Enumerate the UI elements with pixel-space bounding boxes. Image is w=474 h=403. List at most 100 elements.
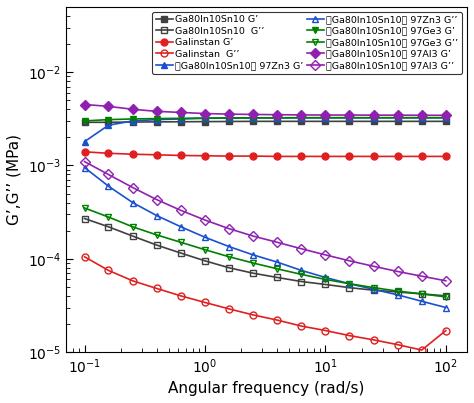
Galinstan G’	[82, 150, 87, 154]
（Ga80In10Sn10） 97Zn3 G’’	[82, 165, 87, 170]
（Ga80In10Sn10） 97Zn3 G’’	[419, 299, 425, 304]
（Ga80In10Sn10） 97Ge3 G’	[82, 118, 87, 123]
（Ga80In10Sn10） 97Al3 G’	[178, 110, 184, 115]
Ga80In10Sn10 G’	[250, 119, 256, 124]
（Ga80In10Sn10） 97Zn3 G’’	[371, 287, 376, 292]
（Ga80In10Sn10） 97Zn3 G’’	[106, 184, 111, 189]
Galinstan  G’’	[299, 324, 304, 328]
Ga80In10Sn10  G’’	[299, 279, 304, 284]
（Ga80In10Sn10） 97Zn3 G’	[154, 117, 160, 122]
Ga80In10Sn10  G’’	[274, 275, 280, 280]
（Ga80In10Sn10） 97Al3 G’’	[299, 246, 304, 251]
Legend: Ga80In10Sn10 G’, Ga80In10Sn10  G’’, Galinstan G’, Galinstan  G’’, （Ga80In10Sn10）: Ga80In10Sn10 G’, Ga80In10Sn10 G’’, Galin…	[152, 12, 462, 74]
（Ga80In10Sn10） 97Ge3 G’’	[371, 285, 376, 290]
Line: （Ga80In10Sn10） 97Al3 G’’: （Ga80In10Sn10） 97Al3 G’’	[81, 158, 449, 284]
（Ga80In10Sn10） 97Ge3 G’	[130, 116, 136, 121]
（Ga80In10Sn10） 97Ge3 G’’	[419, 291, 425, 296]
（Ga80In10Sn10） 97Al3 G’	[323, 112, 328, 117]
Ga80In10Sn10 G’	[178, 119, 184, 124]
（Ga80In10Sn10） 97Zn3 G’	[443, 115, 449, 120]
（Ga80In10Sn10） 97Ge3 G’	[274, 115, 280, 120]
（Ga80In10Sn10） 97Al3 G’’	[202, 218, 208, 222]
（Ga80In10Sn10） 97Zn3 G’	[82, 139, 87, 144]
Ga80In10Sn10 G’	[346, 119, 352, 124]
（Ga80In10Sn10） 97Al3 G’	[202, 111, 208, 116]
（Ga80In10Sn10） 97Zn3 G’	[419, 115, 425, 120]
（Ga80In10Sn10） 97Al3 G’	[154, 109, 160, 114]
Ga80In10Sn10 G’	[226, 119, 232, 124]
Galinstan G’	[250, 154, 256, 158]
（Ga80In10Sn10） 97Ge3 G’	[299, 115, 304, 120]
Galinstan G’	[178, 153, 184, 158]
Line: Ga80In10Sn10 G’: Ga80In10Sn10 G’	[81, 118, 449, 126]
Galinstan G’	[323, 154, 328, 159]
（Ga80In10Sn10） 97Al3 G’’	[106, 172, 111, 177]
Ga80In10Sn10 G’	[371, 119, 376, 124]
（Ga80In10Sn10） 97Al3 G’	[346, 112, 352, 117]
Line: （Ga80In10Sn10） 97Ge3 G’: （Ga80In10Sn10） 97Ge3 G’	[81, 114, 449, 125]
Galinstan  G’’	[202, 300, 208, 305]
（Ga80In10Sn10） 97Al3 G’	[130, 107, 136, 112]
（Ga80In10Sn10） 97Ge3 G’’	[346, 281, 352, 286]
（Ga80In10Sn10） 97Ge3 G’’	[226, 254, 232, 259]
（Ga80In10Sn10） 97Ge3 G’’	[154, 233, 160, 237]
Galinstan G’	[274, 154, 280, 159]
（Ga80In10Sn10） 97Al3 G’’	[419, 274, 425, 278]
Line: （Ga80In10Sn10） 97Zn3 G’’: （Ga80In10Sn10） 97Zn3 G’’	[81, 164, 449, 311]
（Ga80In10Sn10） 97Zn3 G’’	[323, 275, 328, 280]
Ga80In10Sn10  G’’	[250, 271, 256, 276]
（Ga80In10Sn10） 97Ge3 G’	[178, 116, 184, 121]
（Ga80In10Sn10） 97Zn3 G’’	[299, 268, 304, 273]
（Ga80In10Sn10） 97Zn3 G’’	[154, 213, 160, 218]
Y-axis label: G’,G’’ (MPa): G’,G’’ (MPa)	[7, 134, 22, 225]
（Ga80In10Sn10） 97Al3 G’’	[443, 278, 449, 283]
Galinstan  G’’	[274, 318, 280, 322]
（Ga80In10Sn10） 97Ge3 G’’	[130, 224, 136, 229]
（Ga80In10Sn10） 97Ge3 G’	[419, 115, 425, 120]
Ga80In10Sn10  G’’	[178, 251, 184, 256]
Galinstan  G’’	[443, 328, 449, 333]
Line: Galinstan G’: Galinstan G’	[81, 148, 449, 160]
（Ga80In10Sn10） 97Zn3 G’’	[274, 260, 280, 264]
（Ga80In10Sn10） 97Ge3 G’’	[395, 289, 401, 293]
Ga80In10Sn10 G’	[299, 119, 304, 124]
Galinstan  G’’	[323, 328, 328, 333]
（Ga80In10Sn10） 97Ge3 G’’	[443, 295, 449, 299]
（Ga80In10Sn10） 97Al3 G’	[82, 102, 87, 107]
（Ga80In10Sn10） 97Ge3 G’’	[274, 266, 280, 271]
Galinstan G’	[419, 154, 425, 159]
（Ga80In10Sn10） 97Al3 G’’	[323, 252, 328, 257]
（Ga80In10Sn10） 97Ge3 G’’	[106, 215, 111, 220]
Ga80In10Sn10  G’’	[130, 234, 136, 239]
Galinstan  G’’	[419, 348, 425, 353]
Galinstan G’	[346, 154, 352, 159]
（Ga80In10Sn10） 97Ge3 G’	[154, 116, 160, 121]
（Ga80In10Sn10） 97Zn3 G’’	[202, 235, 208, 240]
Line: Galinstan  G’’: Galinstan G’’	[81, 253, 449, 353]
（Ga80In10Sn10） 97Ge3 G’’	[250, 261, 256, 266]
（Ga80In10Sn10） 97Al3 G’	[106, 104, 111, 109]
（Ga80In10Sn10） 97Zn3 G’	[371, 115, 376, 120]
Ga80In10Sn10 G’	[419, 119, 425, 124]
（Ga80In10Sn10） 97Al3 G’’	[274, 240, 280, 245]
X-axis label: Angular frequency (rad/s): Angular frequency (rad/s)	[168, 381, 365, 396]
Line: Ga80In10Sn10  G’’: Ga80In10Sn10 G’’	[81, 215, 449, 299]
（Ga80In10Sn10） 97Ge3 G’’	[323, 277, 328, 282]
（Ga80In10Sn10） 97Ge3 G’	[226, 116, 232, 120]
（Ga80In10Sn10） 97Ge3 G’’	[82, 206, 87, 210]
（Ga80In10Sn10） 97Zn3 G’’	[226, 244, 232, 249]
Ga80In10Sn10 G’	[130, 120, 136, 125]
（Ga80In10Sn10） 97Zn3 G’	[106, 123, 111, 128]
（Ga80In10Sn10） 97Al3 G’’	[371, 264, 376, 269]
Ga80In10Sn10  G’’	[395, 290, 401, 295]
（Ga80In10Sn10） 97Ge3 G’	[395, 115, 401, 120]
（Ga80In10Sn10） 97Ge3 G’	[106, 117, 111, 122]
（Ga80In10Sn10） 97Zn3 G’	[178, 116, 184, 121]
（Ga80In10Sn10） 97Ge3 G’	[371, 115, 376, 120]
Ga80In10Sn10 G’	[274, 119, 280, 124]
（Ga80In10Sn10） 97Zn3 G’’	[395, 293, 401, 297]
（Ga80In10Sn10） 97Al3 G’	[443, 113, 449, 118]
Galinstan G’	[395, 154, 401, 159]
Ga80In10Sn10  G’’	[106, 224, 111, 229]
（Ga80In10Sn10） 97Al3 G’	[395, 113, 401, 118]
